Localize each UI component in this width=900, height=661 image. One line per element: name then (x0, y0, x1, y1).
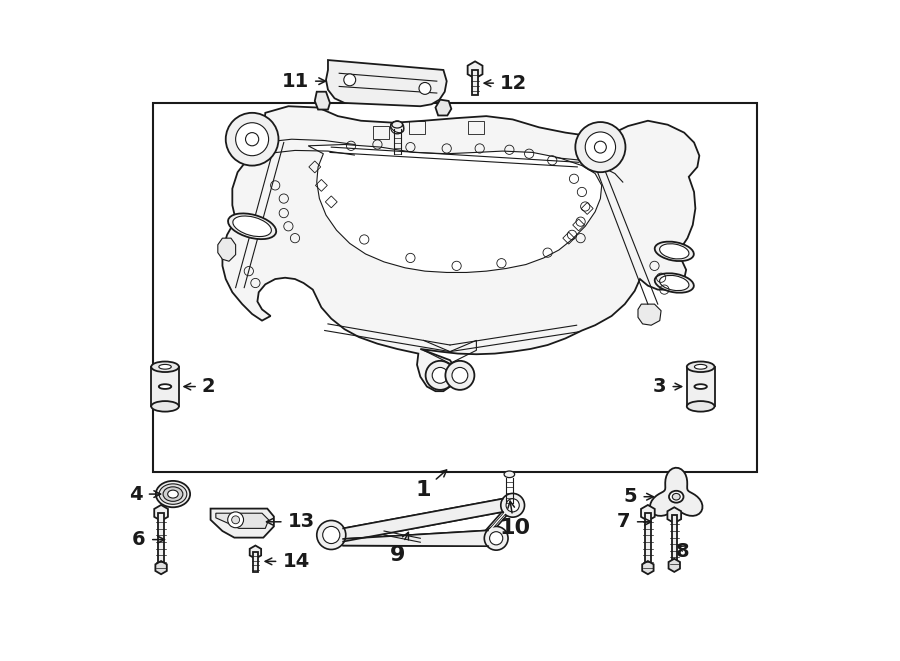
Bar (469, 121, 484, 134)
Polygon shape (249, 545, 261, 559)
Text: 13: 13 (288, 512, 315, 531)
Text: 7: 7 (616, 512, 630, 531)
Text: 4: 4 (129, 485, 142, 504)
Ellipse shape (660, 276, 688, 291)
Text: 14: 14 (283, 552, 310, 571)
Ellipse shape (156, 481, 190, 507)
Polygon shape (211, 508, 274, 537)
Circle shape (432, 368, 448, 383)
Ellipse shape (504, 471, 515, 478)
Polygon shape (308, 145, 602, 272)
Circle shape (236, 123, 268, 156)
Text: 9: 9 (390, 532, 409, 564)
Polygon shape (343, 530, 489, 546)
Polygon shape (343, 498, 503, 541)
Circle shape (231, 516, 239, 524)
Circle shape (585, 132, 616, 163)
Polygon shape (315, 92, 330, 110)
Bar (253, 552, 258, 572)
Polygon shape (154, 505, 168, 521)
Circle shape (344, 74, 356, 86)
Ellipse shape (167, 490, 178, 498)
Polygon shape (650, 468, 702, 516)
Polygon shape (218, 238, 236, 261)
Polygon shape (326, 60, 446, 106)
Text: 6: 6 (131, 530, 145, 549)
Polygon shape (436, 100, 451, 116)
Ellipse shape (151, 362, 179, 372)
Bar (687, 367, 715, 407)
Circle shape (452, 368, 468, 383)
Circle shape (446, 361, 474, 390)
Text: 5: 5 (624, 487, 637, 506)
Ellipse shape (654, 242, 694, 261)
Circle shape (228, 512, 244, 527)
Ellipse shape (159, 484, 187, 504)
Text: 1: 1 (416, 470, 446, 500)
Text: 11: 11 (282, 71, 309, 91)
Text: 8: 8 (675, 542, 689, 561)
Text: 2: 2 (202, 377, 216, 396)
Circle shape (419, 83, 431, 95)
Bar (373, 126, 389, 139)
Polygon shape (156, 561, 166, 574)
Ellipse shape (233, 216, 272, 237)
Circle shape (500, 493, 525, 517)
Circle shape (575, 122, 626, 173)
Polygon shape (668, 507, 681, 523)
Polygon shape (641, 505, 654, 521)
Ellipse shape (660, 244, 688, 259)
Bar (151, 367, 179, 407)
Bar (410, 121, 425, 134)
Bar (671, 515, 677, 564)
Bar (645, 513, 651, 566)
Circle shape (484, 526, 508, 550)
Polygon shape (643, 561, 653, 574)
Ellipse shape (158, 384, 171, 389)
Ellipse shape (228, 214, 276, 239)
Bar (153, 103, 757, 473)
Ellipse shape (669, 490, 683, 502)
Circle shape (226, 113, 278, 166)
Ellipse shape (158, 364, 171, 369)
Polygon shape (638, 304, 662, 325)
Text: 3: 3 (652, 377, 666, 396)
Ellipse shape (687, 401, 715, 412)
Ellipse shape (695, 364, 707, 369)
Ellipse shape (654, 273, 694, 293)
Polygon shape (216, 513, 268, 528)
Circle shape (506, 498, 519, 512)
Ellipse shape (163, 487, 183, 501)
Text: 12: 12 (500, 73, 527, 93)
Circle shape (317, 520, 346, 549)
Ellipse shape (672, 493, 680, 500)
Polygon shape (222, 106, 699, 391)
Circle shape (490, 531, 503, 545)
Polygon shape (669, 559, 680, 572)
Ellipse shape (151, 401, 179, 412)
Ellipse shape (392, 122, 402, 128)
Text: 10: 10 (500, 501, 530, 539)
Ellipse shape (695, 384, 707, 389)
Polygon shape (468, 61, 482, 79)
Circle shape (323, 526, 340, 543)
Bar (158, 513, 164, 566)
Bar (472, 70, 479, 95)
Circle shape (426, 361, 454, 390)
Ellipse shape (687, 362, 715, 372)
